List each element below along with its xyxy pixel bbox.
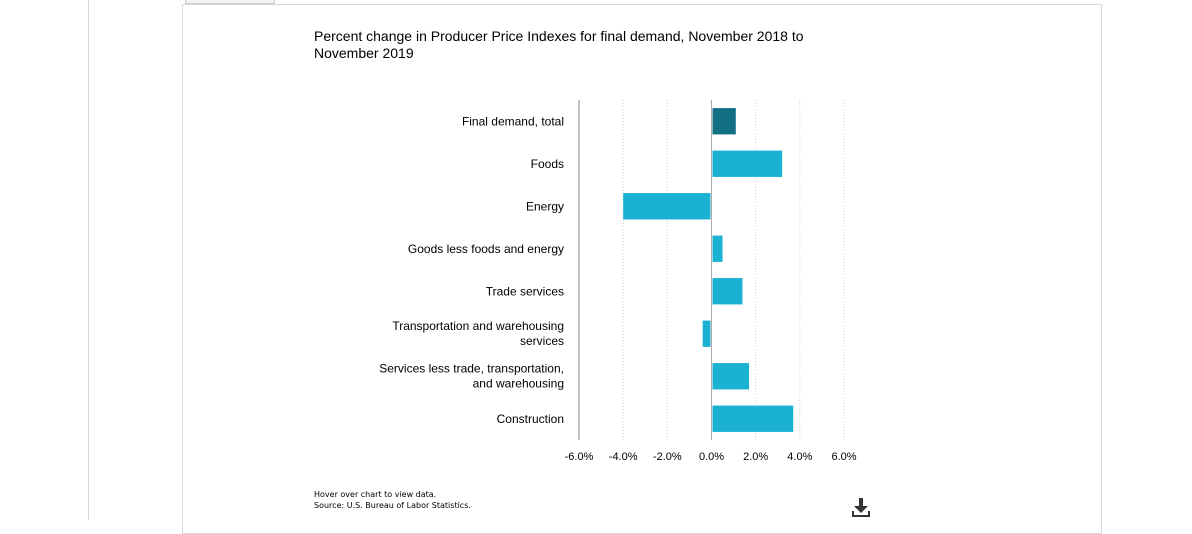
bar-chart[interactable]: Final demand, total Foods Energy Goods less…	[0, 0, 1192, 520]
x-tick-label: -2.0%	[653, 451, 682, 463]
x-tick-label: -4.0%	[609, 451, 638, 463]
bar[interactable]	[712, 278, 743, 305]
category-label: Transportation and warehousing services	[392, 319, 564, 348]
page-left-rule	[88, 0, 89, 520]
bar[interactable]	[702, 320, 711, 347]
category-label-line: and warehousing	[473, 376, 564, 390]
source-note: Source: U.S. Bureau of Labor Statistics.	[314, 501, 471, 510]
category-label: Services less trade, transportation, and …	[379, 361, 564, 390]
category-label: Final demand, total	[462, 114, 564, 128]
bar[interactable]	[712, 108, 736, 135]
x-tick-label: 6.0%	[831, 451, 856, 463]
category-label-line: Transportation and warehousing	[392, 319, 564, 333]
x-tick-label: -6.0%	[565, 451, 594, 463]
x-tick-label: 4.0%	[787, 451, 812, 463]
category-label: Energy	[526, 199, 564, 213]
chart-panel	[182, 4, 1102, 534]
bar[interactable]	[712, 363, 750, 390]
category-label-line: Services less trade, transportation,	[379, 361, 564, 375]
bar[interactable]	[712, 235, 723, 262]
bar[interactable]	[623, 193, 711, 220]
tab-stub[interactable]	[185, 0, 275, 4]
x-tick-label: 2.0%	[743, 451, 768, 463]
category-label: Foods	[531, 157, 564, 171]
download-icon[interactable]	[850, 496, 872, 518]
category-label: Trade services	[486, 284, 564, 298]
category-label: Construction	[497, 412, 564, 426]
hover-note: Hover over chart to view data.	[314, 490, 437, 499]
bar[interactable]	[712, 150, 783, 177]
chart-title: Percent change in Producer Price Indexes…	[314, 28, 804, 61]
x-tick-label: 0.0%	[699, 451, 724, 463]
category-label-line: services	[520, 334, 564, 348]
bar[interactable]	[712, 405, 794, 432]
category-label: Goods less foods and energy	[408, 242, 564, 256]
